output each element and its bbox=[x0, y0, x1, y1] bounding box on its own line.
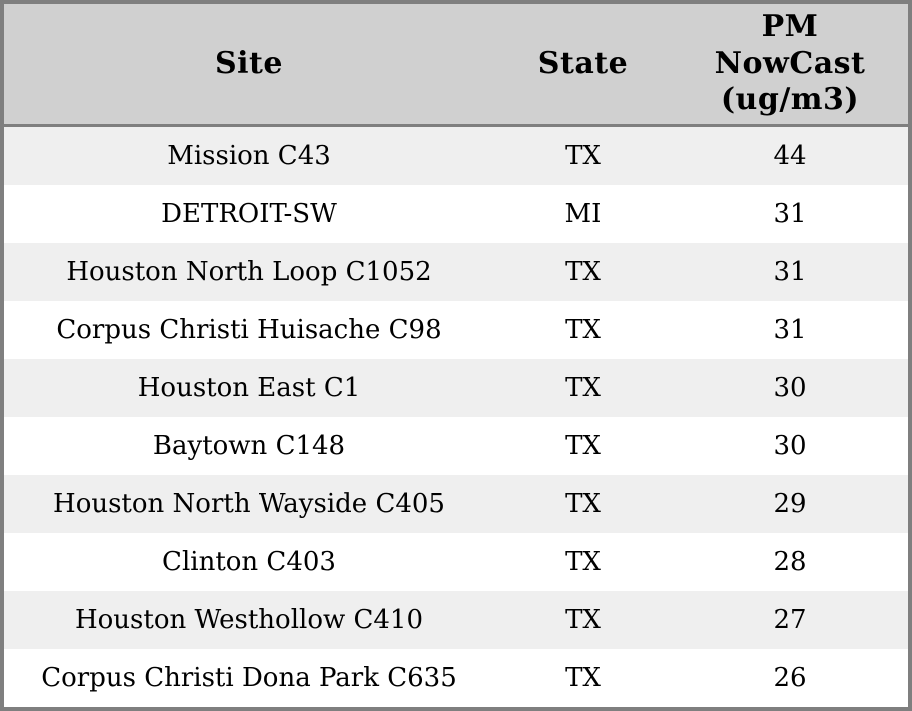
table-header-row: Site State PM NowCast (ug/m3) bbox=[4, 4, 908, 127]
state-cell: TX bbox=[565, 547, 601, 577]
state-cell: TX bbox=[565, 257, 601, 287]
pm-header-line-1: PM bbox=[761, 8, 819, 44]
pm-nowcast-cell: 27 bbox=[773, 605, 807, 635]
site-cell: Clinton C403 bbox=[162, 547, 336, 577]
site-cell: Houston East C1 bbox=[137, 373, 361, 403]
table-row: Houston East C1 TX 30 bbox=[4, 359, 908, 417]
state-cell: TX bbox=[565, 373, 601, 403]
table-row: Houston North Loop C1052 TX 31 bbox=[4, 243, 908, 301]
column-header-site: Site bbox=[214, 45, 283, 81]
pm-nowcast-cell: 30 bbox=[773, 373, 807, 403]
table-row: Houston Westhollow C410 TX 27 bbox=[4, 591, 908, 649]
pm-header-line-3: (ug/m3) bbox=[720, 82, 860, 118]
table-row: Clinton C403 TX 28 bbox=[4, 533, 908, 591]
site-cell: Houston North Wayside C405 bbox=[53, 489, 445, 519]
pm-nowcast-cell: 31 bbox=[773, 315, 807, 345]
pm-nowcast-cell: 31 bbox=[773, 257, 807, 287]
table-row: Mission C43 TX 44 bbox=[4, 127, 908, 185]
pm-nowcast-cell: 44 bbox=[773, 141, 807, 171]
pm-nowcast-cell: 29 bbox=[773, 489, 807, 519]
pm-nowcast-cell: 26 bbox=[773, 663, 807, 693]
table-row: DETROIT-SW MI 31 bbox=[4, 185, 908, 243]
site-cell: Houston North Loop C1052 bbox=[66, 257, 432, 287]
table-body: Mission C43 TX 44 DETROIT-SW MI 31 Houst… bbox=[4, 127, 908, 707]
table-row: Houston North Wayside C405 TX 29 bbox=[4, 475, 908, 533]
pm-nowcast-cell: 30 bbox=[773, 431, 807, 461]
table-row: Baytown C148 TX 30 bbox=[4, 417, 908, 475]
site-cell: Houston Westhollow C410 bbox=[74, 605, 424, 635]
state-cell: TX bbox=[565, 141, 601, 171]
state-cell: MI bbox=[564, 199, 602, 229]
column-header-pm-nowcast: PM NowCast (ug/m3) bbox=[672, 9, 908, 120]
state-cell: TX bbox=[565, 663, 601, 693]
state-cell: TX bbox=[565, 315, 601, 345]
state-cell: TX bbox=[565, 489, 601, 519]
table-row: Corpus Christi Dona Park C635 TX 26 bbox=[4, 649, 908, 707]
state-cell: TX bbox=[565, 605, 601, 635]
pm-header-line-2: NowCast bbox=[714, 45, 866, 81]
table-row: Corpus Christi Huisache C98 TX 31 bbox=[4, 301, 908, 359]
pm-nowcast-cell: 31 bbox=[773, 199, 807, 229]
column-header-state: State bbox=[537, 45, 629, 81]
site-cell: Mission C43 bbox=[167, 141, 331, 171]
site-cell: Baytown C148 bbox=[152, 431, 346, 461]
pm-nowcast-cell: 28 bbox=[773, 547, 807, 577]
site-cell: Corpus Christi Huisache C98 bbox=[56, 315, 442, 345]
site-cell: Corpus Christi Dona Park C635 bbox=[41, 663, 457, 693]
site-cell: DETROIT-SW bbox=[161, 199, 337, 229]
state-cell: TX bbox=[565, 431, 601, 461]
